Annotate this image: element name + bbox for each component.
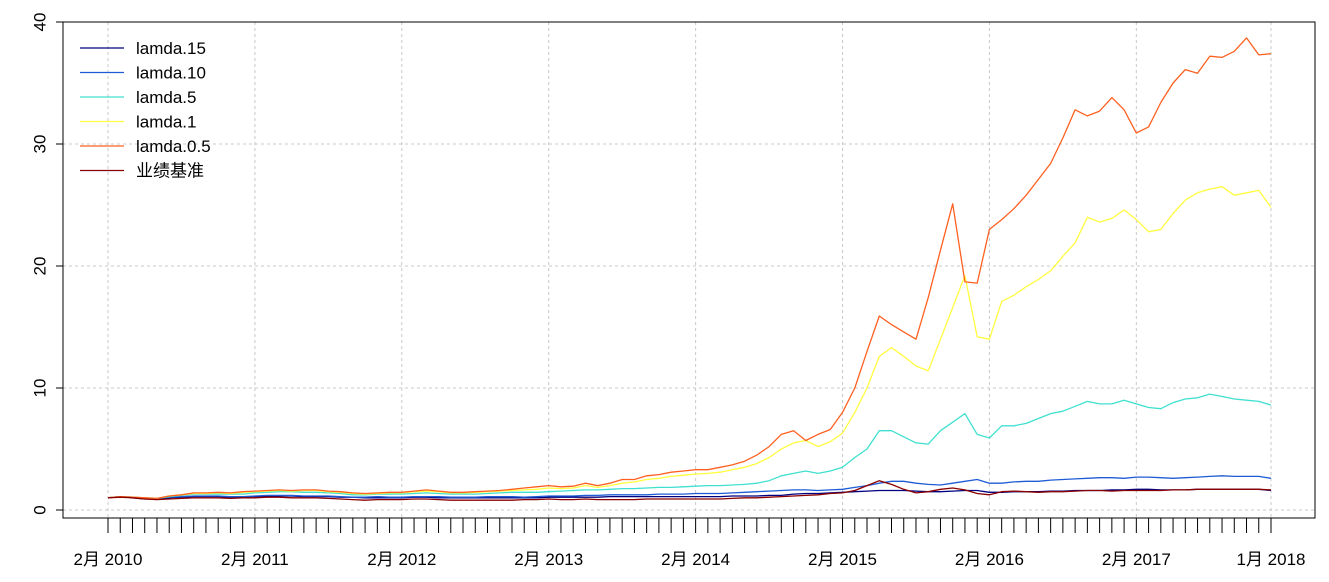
x-tick-label: 2月 2015 [808,550,877,569]
series-line-业绩基准 [107,480,1272,501]
y-tick-label: 0 [30,505,49,514]
legend: lamda.15 lamda.10 lamda.5 lamda.1 lamda.0.5 业… [80,39,211,181]
x-tick-label: 2月 2010 [74,550,143,569]
y-axis: 0 10 20 30 40 [30,13,63,515]
plot-area-border [62,21,1316,519]
legend-label: lamda.5 [136,88,196,107]
series-line-lamda.0.5 [107,37,1272,500]
x-tick-label: 2月 2017 [1102,550,1171,569]
legend-label: lamda.1 [136,113,196,132]
y-tick-label: 30 [30,135,49,154]
y-tick-label: 20 [30,257,49,276]
x-axis: 2月 2010 2月 2011 2月 2012 2月 2013 2月 2014 2月 20… [74,517,1306,569]
series-lines [107,37,1272,501]
x-tick-label: 2月 2011 [221,550,289,569]
x-tick-label: 2月 2012 [367,550,436,569]
grid [63,21,1315,518]
legend-label: lamda.15 [136,39,206,58]
legend-label: lamda.10 [136,64,206,83]
x-tick-label: 2月 2013 [514,550,583,569]
series-line-lamda.1 [107,186,1272,500]
y-tick-label: 10 [30,379,49,398]
x-tick-label: 2月 2014 [661,550,730,569]
x-tick-label: 1月 2018 [1237,550,1306,569]
legend-label: lamda.0.5 [136,137,211,156]
legend-label: 业绩基准 [136,162,204,181]
series-line-lamda.5 [107,393,1272,500]
x-tick-label: 2月 2016 [955,550,1024,569]
y-tick-label: 40 [30,13,49,32]
series-line-lamda.10 [107,475,1272,500]
